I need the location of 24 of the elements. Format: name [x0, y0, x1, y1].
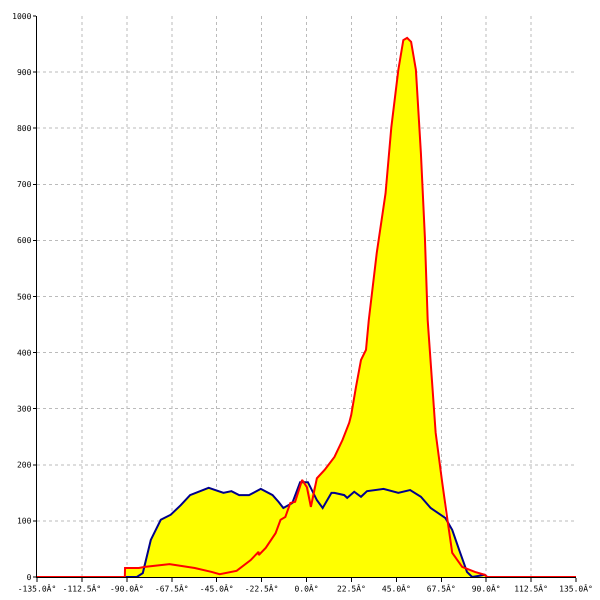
x-tick-label: 0.0Â°	[294, 584, 319, 594]
x-tick-label: 135.0Â°	[559, 584, 593, 594]
y-tick-label: 500	[16, 292, 32, 302]
x-tick-label: -90.0Â°	[110, 584, 144, 594]
x-tick-label: -135.0Â°	[18, 584, 56, 594]
y-tick-label: 300	[16, 404, 32, 414]
x-tick-label: 112.5Â°	[514, 584, 548, 594]
x-tick-label: -112.5Â°	[62, 584, 102, 594]
y-tick-label: 800	[16, 124, 32, 133]
x-tick-label: 22.5Â°	[336, 584, 366, 594]
y-tick-label: 700	[16, 180, 32, 190]
x-tick-label: 90.0Â°	[472, 584, 501, 594]
y-tick-label: 200	[16, 460, 32, 470]
x-tick-label: -67.5Â°	[154, 584, 189, 594]
y-tick-label: 900	[16, 68, 32, 77]
x-tick-label: 67.5Â°	[426, 584, 456, 594]
y-tick-label: 1000	[12, 12, 32, 21]
y-tick-label: 100	[16, 516, 32, 526]
x-tick-label: 45.0Â°	[382, 584, 411, 594]
y-tick-label: 600	[16, 236, 32, 246]
x-tick-label: -22.5Â°	[244, 584, 278, 594]
y-tick-label: 400	[16, 348, 32, 358]
y-tick-label: 0	[26, 572, 32, 582]
x-tick-label: -45.0Â°	[200, 584, 234, 594]
